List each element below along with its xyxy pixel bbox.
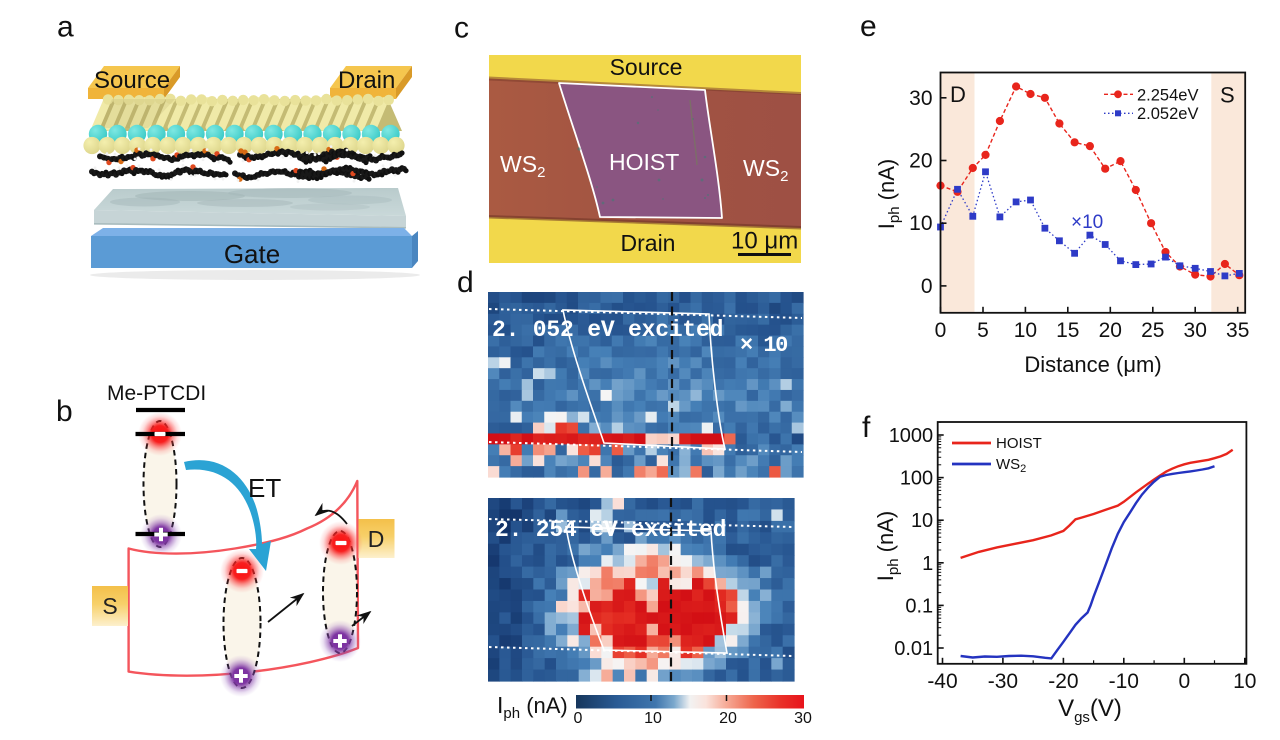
svg-text:1000: 1000 <box>889 425 934 447</box>
svg-text:S: S <box>1220 83 1235 108</box>
svg-text:D: D <box>950 82 966 107</box>
svg-text:Source: Source <box>94 67 170 94</box>
svg-text:0: 0 <box>1178 670 1190 693</box>
svg-text:Iph (nA): Iph (nA) <box>874 159 903 230</box>
svg-text:Drain: Drain <box>338 67 395 94</box>
svg-text:2.052eV: 2.052eV <box>1137 105 1198 123</box>
svg-text:2. 052 eV excited: 2. 052 eV excited <box>492 317 723 343</box>
svg-text:Iph (nA): Iph (nA) <box>497 692 568 722</box>
svg-text:2.254eV: 2.254eV <box>1137 87 1198 105</box>
svg-text:10: 10 <box>1014 319 1037 342</box>
svg-text:× 10: × 10 <box>740 333 787 358</box>
svg-text:0: 0 <box>574 710 583 727</box>
svg-text:0.01: 0.01 <box>894 638 933 660</box>
svg-text:10 μm: 10 μm <box>731 228 798 255</box>
svg-text:20: 20 <box>1099 319 1122 342</box>
svg-text:1: 1 <box>922 553 933 575</box>
svg-text:0: 0 <box>935 319 947 342</box>
svg-text:Drain: Drain <box>621 230 676 256</box>
svg-text:20: 20 <box>719 710 737 727</box>
svg-text:Gate: Gate <box>224 239 280 269</box>
svg-text:0: 0 <box>921 275 933 298</box>
svg-text:10: 10 <box>909 212 932 235</box>
svg-text:-20: -20 <box>1048 670 1078 693</box>
svg-text:Source: Source <box>610 54 683 80</box>
svg-text:Iph (nA): Iph (nA) <box>873 511 902 582</box>
svg-text:c: c <box>454 12 469 45</box>
svg-text:S: S <box>102 593 117 619</box>
svg-text:-30: -30 <box>988 670 1018 693</box>
svg-text:b: b <box>56 395 73 428</box>
svg-text:0.1: 0.1 <box>905 595 933 617</box>
svg-text:a: a <box>57 11 74 44</box>
svg-text:30: 30 <box>794 710 812 727</box>
svg-text:-10: -10 <box>1109 670 1139 693</box>
svg-text:HOIST: HOIST <box>609 149 679 175</box>
svg-text:100: 100 <box>900 468 933 490</box>
svg-text:2. 254 eV excited: 2. 254 eV excited <box>495 517 726 543</box>
svg-text:ET: ET <box>248 473 281 503</box>
svg-text:-40: -40 <box>927 670 957 693</box>
svg-text:×10: ×10 <box>1071 212 1103 233</box>
svg-text:10: 10 <box>1233 670 1256 693</box>
svg-text:f: f <box>862 411 871 444</box>
svg-text:10: 10 <box>644 710 662 727</box>
svg-text:25: 25 <box>1141 319 1164 342</box>
svg-text:D: D <box>368 526 385 552</box>
svg-text:5: 5 <box>977 319 989 342</box>
svg-text:Distance (μm): Distance (μm) <box>1024 352 1161 377</box>
svg-text:30: 30 <box>909 87 932 110</box>
svg-text:Me-PTCDI: Me-PTCDI <box>107 382 206 405</box>
svg-text:15: 15 <box>1056 319 1079 342</box>
svg-text:WS2: WS2 <box>996 456 1026 475</box>
svg-text:10: 10 <box>911 510 933 532</box>
svg-text:HOIST: HOIST <box>996 435 1042 452</box>
svg-text:d: d <box>457 266 474 299</box>
svg-text:Vgs(V): Vgs(V) <box>1058 695 1122 726</box>
svg-text:e: e <box>860 10 877 43</box>
svg-text:35: 35 <box>1226 319 1249 342</box>
svg-text:20: 20 <box>909 150 932 173</box>
svg-text:30: 30 <box>1184 319 1207 342</box>
